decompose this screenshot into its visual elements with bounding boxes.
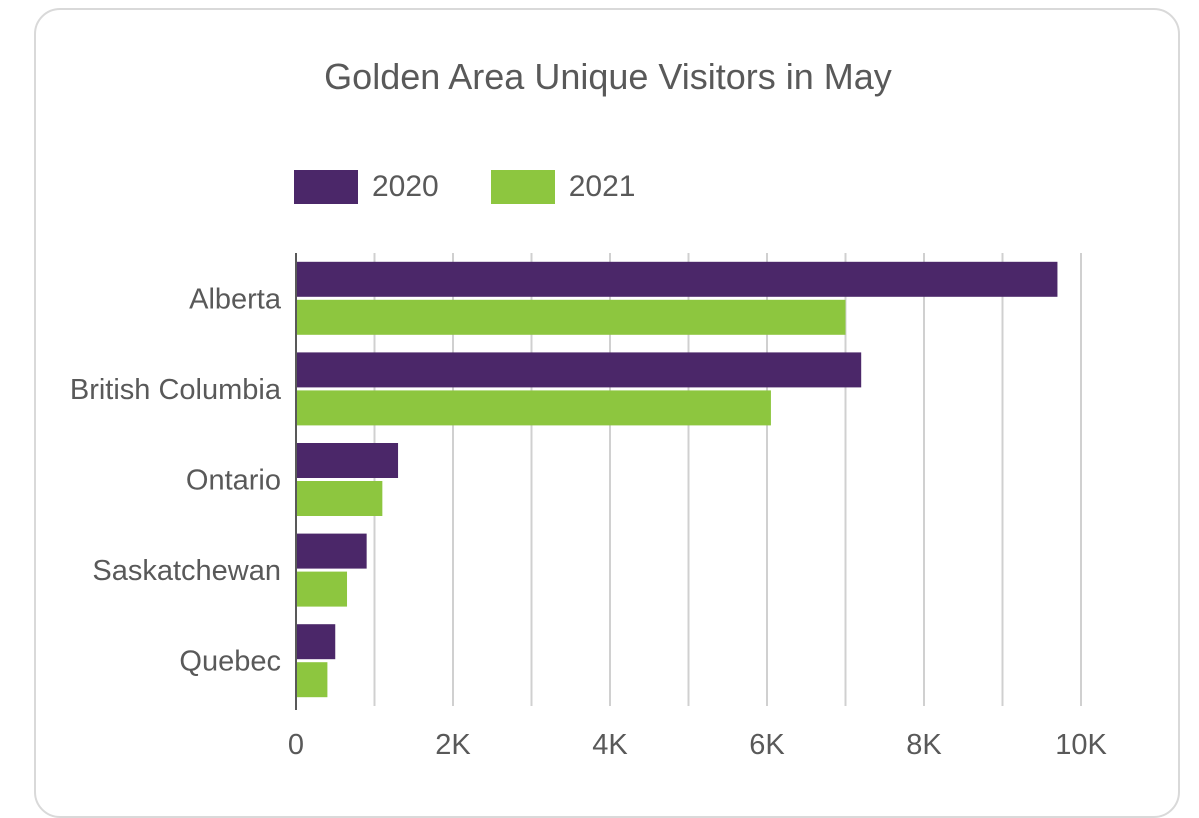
x-tick-label: 0 [288,729,304,761]
bar-2020-alberta [296,261,1058,297]
category-label: Alberta [189,283,282,315]
legend-swatch-2020 [294,170,358,204]
legend-label-2020: 2020 [372,170,439,203]
x-tick-label: 10K [1055,729,1107,761]
x-tick-label: 6K [749,729,785,761]
category-label: Quebec [179,646,281,678]
bar-2020-british-columbia [296,352,862,388]
legend: 2020 2021 [294,170,688,204]
category-label: Saskatchewan [92,555,281,587]
category-label: British Columbia [70,374,282,406]
bar-2021-saskatchewan [296,571,348,607]
bar-2021-quebec [296,662,328,698]
legend-label-2021: 2021 [568,170,636,203]
legend-swatch-2021 [490,170,555,204]
bar-2021-british-columbia [296,390,771,426]
bar-2021-alberta [296,299,846,335]
legend-item-2020: 2020 [294,170,439,204]
x-tick-label: 2K [435,729,471,761]
bar-2020-ontario [296,443,399,478]
legend-item-2021: 2021 [490,170,636,204]
chart-title: Golden Area Unique Visitors in May [324,56,892,97]
bar-2021-ontario [296,481,383,516]
x-tick-label: 8K [906,729,942,761]
bar-chart: 0 2K 4K 6K 8K 10K Alberta British Columbia Ontar… [70,253,1107,761]
category-label: Ontario [186,465,281,497]
bar-2020-quebec [296,624,336,660]
x-tick-label: 4K [592,729,628,761]
bar-2020-saskatchewan [296,533,367,569]
